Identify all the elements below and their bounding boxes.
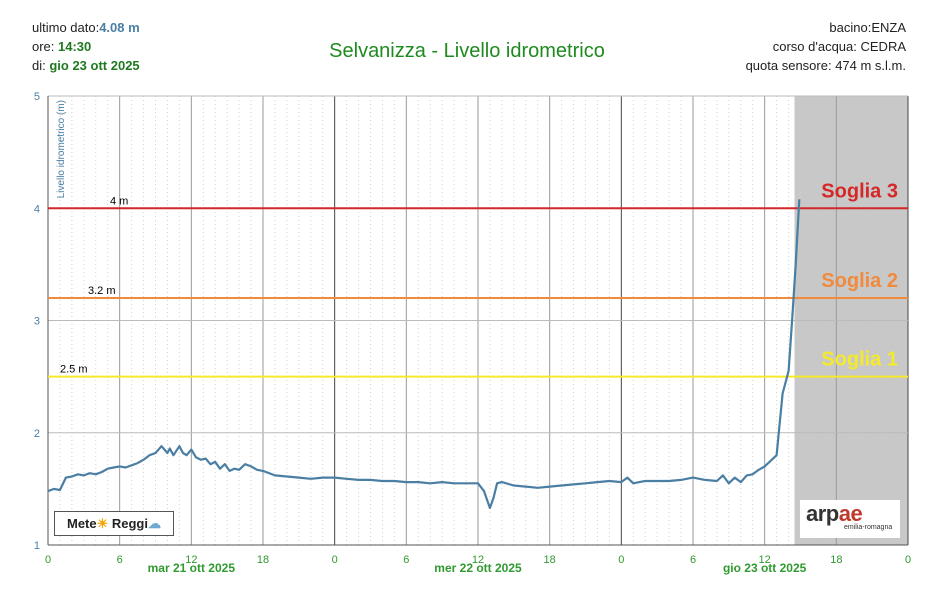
threshold-value-label: 2.5 m xyxy=(60,364,88,376)
last-value-row: ultimo dato:4.08 m xyxy=(32,18,140,37)
y-tick-label: 3 xyxy=(34,316,40,328)
y-tick-label: 5 xyxy=(34,91,40,103)
date-label: di: xyxy=(32,58,50,73)
threshold-name-label: Soglia 1 xyxy=(821,349,898,371)
day-label: gio 23 ott 2025 xyxy=(723,561,807,575)
x-tick-label: 6 xyxy=(690,554,696,566)
header-right: bacino:ENZA corso d'acqua: CEDRA quota s… xyxy=(746,18,906,75)
threshold-value-label: 3.2 m xyxy=(88,285,116,297)
x-tick-label: 12 xyxy=(472,554,484,566)
arpae-logo-word: arpae xyxy=(806,501,863,527)
header-left: ultimo dato:4.08 m ore: 14:30 di: gio 23… xyxy=(32,18,140,75)
watercourse: corso d'acqua: CEDRA xyxy=(772,39,906,54)
time-label: ore: xyxy=(32,39,59,54)
date-row: di: gio 23 ott 2025 xyxy=(32,56,140,75)
chart-title: Selvanizza - Livello idrometrico xyxy=(329,40,605,62)
arpae-logo: arpae emilia-romagna xyxy=(800,500,900,538)
sensor-altitude: quota sensore: 474 m s.l.m. xyxy=(745,58,906,73)
meteo-reggio-logo: Mete☀ Reggi☁ xyxy=(54,511,174,536)
last-value-label: ultimo dato: xyxy=(32,20,100,35)
date-value: gio 23 ott 2025 xyxy=(49,58,140,73)
x-tick-label: 18 xyxy=(830,554,842,566)
arpae-logo-main: arp xyxy=(806,501,839,526)
x-tick-label: 0 xyxy=(332,554,338,566)
time-value: 14:30 xyxy=(58,39,92,54)
day-label: mar 21 ott 2025 xyxy=(148,561,236,575)
threshold-value-label: 4 m xyxy=(110,195,128,207)
arpae-logo-sub: emilia-romagna xyxy=(844,524,893,531)
day-label: mer 22 ott 2025 xyxy=(434,561,522,575)
level-series-line xyxy=(47,199,801,510)
x-tick-label: 0 xyxy=(905,554,911,566)
x-tick-label: 6 xyxy=(117,554,123,566)
x-tick-label: 18 xyxy=(257,554,269,566)
x-tick-label: 12 xyxy=(185,554,197,566)
x-tick-label: 0 xyxy=(45,554,51,566)
time-row: ore: 14:30 xyxy=(32,37,140,56)
x-tick-label: 0 xyxy=(618,554,624,566)
basin: bacino:ENZA xyxy=(829,20,906,35)
y-tick-label: 4 xyxy=(34,203,40,215)
threshold-name-label: Soglia 3 xyxy=(821,180,898,202)
threshold-name-label: Soglia 2 xyxy=(821,270,898,292)
x-tick-label: 12 xyxy=(759,554,771,566)
x-tick-label: 18 xyxy=(544,554,556,566)
arpae-logo-ae: ae xyxy=(838,501,863,526)
y-tick-label: 1 xyxy=(34,540,40,552)
x-tick-label: 6 xyxy=(403,554,409,566)
cloud-icon: ☁ xyxy=(148,516,161,531)
sun-icon: ☀ xyxy=(96,516,109,531)
y-axis-label: Livello idrometrico (m) xyxy=(56,100,67,198)
meteo-logo-text-2: Reggi xyxy=(108,516,148,531)
meteo-logo-text-1: Mete xyxy=(66,516,97,531)
last-value: 4.08 m xyxy=(99,20,140,35)
y-tick-label: 2 xyxy=(34,428,40,440)
